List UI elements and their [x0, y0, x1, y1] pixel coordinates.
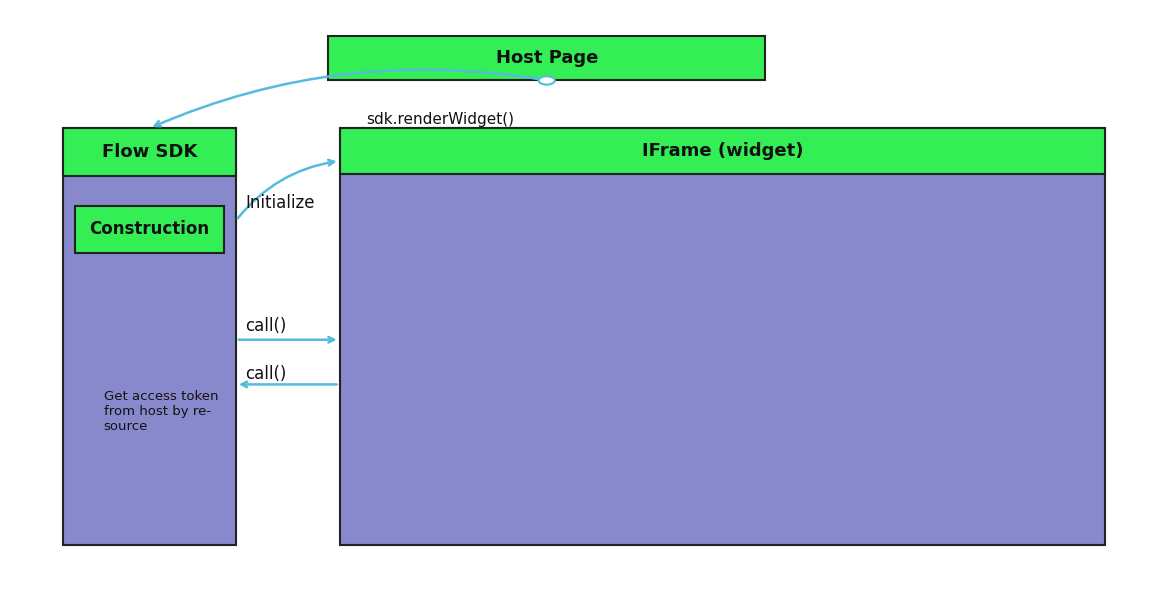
Circle shape: [539, 76, 555, 85]
FancyBboxPatch shape: [75, 206, 224, 253]
Text: Flow SDK: Flow SDK: [102, 143, 197, 161]
Text: Host Page: Host Page: [496, 49, 597, 67]
Text: call(): call(): [245, 317, 287, 335]
FancyBboxPatch shape: [340, 128, 1105, 174]
FancyBboxPatch shape: [340, 128, 1105, 545]
FancyBboxPatch shape: [63, 128, 236, 176]
Text: IFrame (widget): IFrame (widget): [641, 142, 803, 160]
Text: Construction: Construction: [90, 221, 209, 238]
Text: Get access token
from host by re-
source: Get access token from host by re- source: [104, 390, 218, 433]
FancyBboxPatch shape: [63, 128, 236, 545]
Text: sdk.renderWidget(): sdk.renderWidget(): [366, 111, 514, 127]
Text: Initialize: Initialize: [245, 194, 314, 212]
FancyBboxPatch shape: [328, 36, 765, 80]
Text: call(): call(): [245, 365, 287, 383]
